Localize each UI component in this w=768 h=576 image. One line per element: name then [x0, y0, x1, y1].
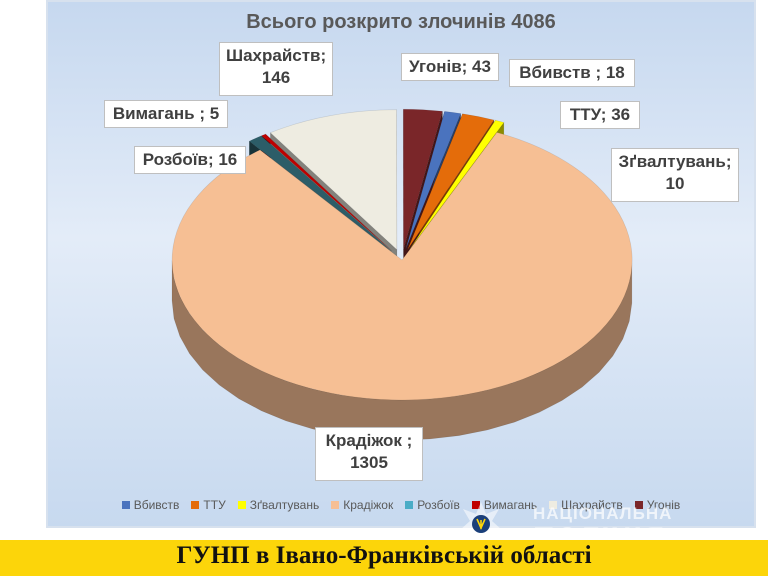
callout-shakhraistv: Шахрайств; 146	[219, 42, 333, 96]
callout-zgvaltuvan-text: Зґвалтувань; 10	[618, 152, 732, 193]
callout-ttu-text: ТТУ; 36	[569, 105, 631, 124]
legend-swatch-shakhraistv	[549, 501, 558, 509]
callout-vymahan-text: Вимагань ; 5	[112, 104, 220, 123]
legend-swatch-vbyvstv	[121, 501, 130, 509]
legend-item-shakhraistv: Шахрайств	[549, 498, 623, 512]
legend-label-vymahan: Вимагань	[483, 498, 538, 512]
legend-label-uhoniv: Угонів	[646, 498, 681, 512]
pie-slice-Зґвалтувань	[408, 119, 505, 251]
callout-vymahan: Вимагань ; 5	[104, 100, 228, 128]
pie-slice-Крадіжок	[171, 132, 633, 401]
legend-item-ttu: ТТУ	[191, 498, 226, 512]
legend-item-zgvaltuvan: Зґвалтувань	[237, 498, 320, 512]
callout-rozboiv: Розбоїв; 16	[134, 146, 246, 174]
pie-slice-Вбивств	[405, 111, 462, 250]
legend-label-zgvaltuvan: Зґвалтувань	[249, 498, 320, 512]
legend-item-uhoniv: Угонів	[634, 498, 681, 512]
callout-uhoniv-text: Угонів; 43	[409, 57, 491, 76]
legend-item-kradizhok: Крадіжок	[331, 498, 393, 512]
chart-legend: Вбивств ТТУ Зґвалтувань Крадіжок Розбоїв…	[46, 498, 756, 512]
legend-swatch-kradizhok	[331, 501, 340, 509]
pie-slice-Вимагань	[261, 133, 393, 252]
legend-swatch-ttu	[191, 501, 200, 509]
pie-slice-ТТУ	[407, 113, 495, 250]
legend-swatch-zgvaltuvan	[237, 501, 246, 509]
pie-slice-Розбоїв	[248, 135, 392, 252]
legend-item-vbyvstv: Вбивств	[121, 498, 180, 512]
callout-vbyvstv: Вбивств ; 18	[509, 59, 635, 87]
legend-label-vbyvstv: Вбивств	[133, 498, 180, 512]
callout-kradizhok-text: Крадіжок ; 1305	[325, 431, 413, 472]
legend-label-shakhraistv: Шахрайств	[561, 498, 623, 512]
legend-item-rozboiv: Розбоїв	[405, 498, 460, 512]
callout-ttu: ТТУ; 36	[560, 101, 640, 129]
callout-rozboiv-text: Розбоїв; 16	[142, 150, 238, 169]
footer-title: ГУНП в Івано-Франківській області	[176, 542, 592, 569]
callout-shakhraistv-text: Шахрайств; 146	[226, 46, 327, 87]
pie-slice-Шахрайств	[269, 109, 398, 251]
callout-zgvaltuvan: Зґвалтувань; 10	[611, 148, 739, 202]
legend-swatch-uhoniv	[634, 501, 643, 509]
callout-vbyvstv-text: Вбивств ; 18	[519, 63, 625, 82]
legend-swatch-rozboiv	[405, 501, 414, 509]
pie-slice-Угонів	[402, 108, 443, 250]
police-badge-icon	[460, 502, 502, 544]
pie-chart	[171, 108, 633, 441]
callout-uhoniv: Угонів; 43	[401, 53, 499, 81]
legend-label-kradizhok: Крадіжок	[343, 498, 394, 512]
chart-title: Всього розкрито злочинів 4086	[246, 11, 556, 33]
legend-label-rozboiv: Розбоїв	[417, 498, 460, 512]
watermark-line1: НАЦІОНАЛЬНА	[533, 504, 673, 523]
callout-kradizhok: Крадіжок ; 1305	[315, 427, 423, 481]
legend-swatch-vymahan	[471, 501, 480, 509]
legend-item-vymahan: Вимагань	[471, 498, 538, 512]
footer-bar	[0, 540, 768, 576]
legend-label-ttu: ТТУ	[203, 498, 226, 512]
